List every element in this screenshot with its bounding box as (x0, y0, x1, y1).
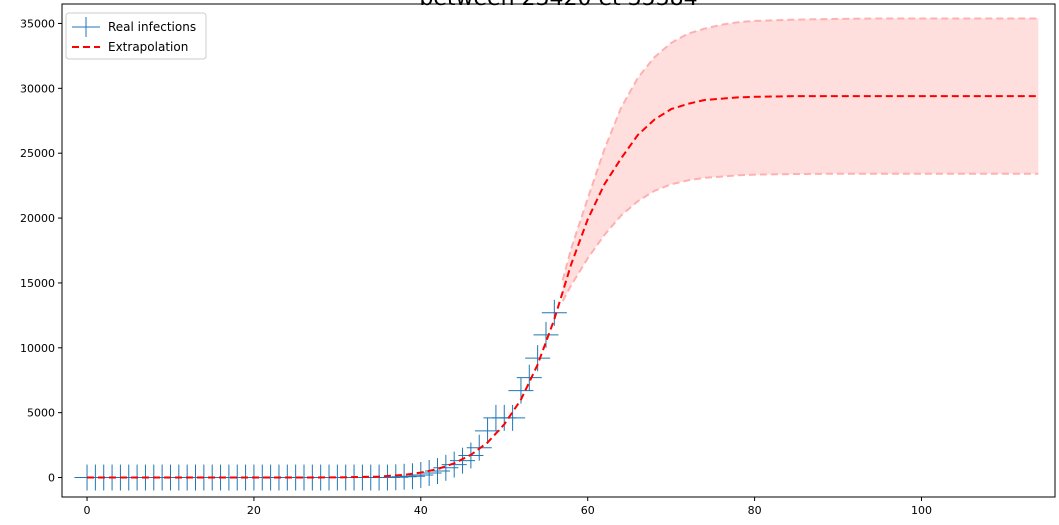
legend-label-real: Real infections (108, 20, 196, 34)
y-tick-label: 30000 (20, 82, 55, 95)
x-tick-label: 60 (581, 504, 595, 517)
x-tick-label: 40 (414, 504, 428, 517)
y-tick-label: 20000 (20, 212, 55, 225)
extrapolation-line (87, 95, 1039, 479)
confidence-band (562, 18, 1039, 302)
x-tick-label: 0 (84, 504, 91, 517)
y-tick-label: 0 (48, 472, 55, 485)
legend-label-extrapolation: Extrapolation (108, 40, 188, 54)
y-tick-label: 15000 (20, 277, 55, 290)
y-tick-label: 5000 (27, 407, 55, 420)
chart-title: between 23420 et 35384 (62, 0, 1055, 11)
x-tick-label: 80 (748, 504, 762, 517)
y-tick-label: 25000 (20, 147, 55, 160)
x-tick-label: 100 (911, 504, 932, 517)
y-tick-label: 10000 (20, 342, 55, 355)
band-lower-line (561, 172, 1039, 302)
legend-box (65, 12, 207, 60)
plot-frame (61, 3, 1056, 498)
y-tick-label: 35000 (20, 17, 55, 30)
band-upper-line (561, 17, 1039, 281)
x-tick-label: 20 (247, 504, 261, 517)
